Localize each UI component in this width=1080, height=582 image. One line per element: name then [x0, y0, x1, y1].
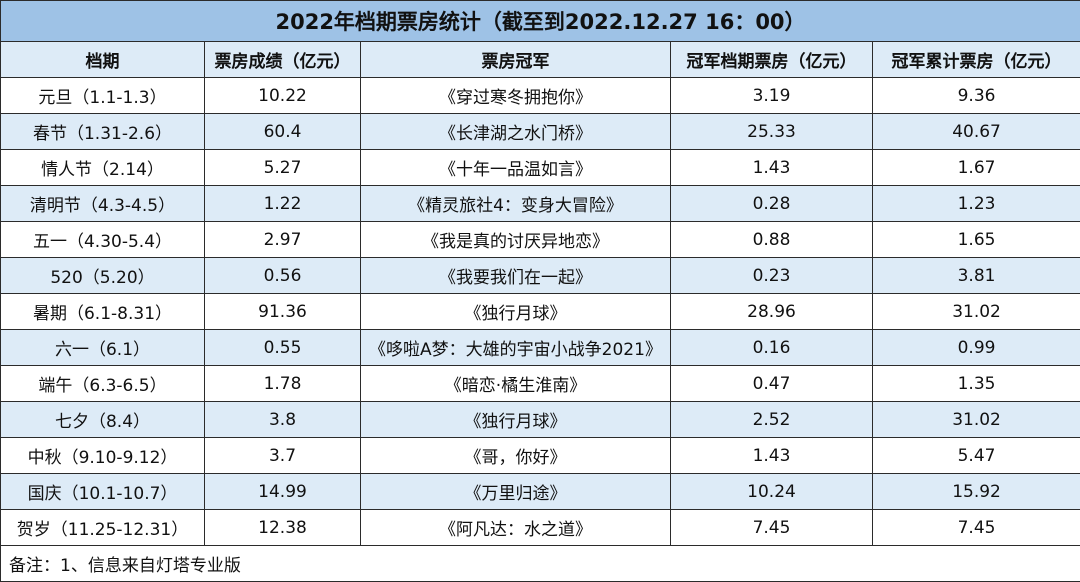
cell-champion: 《哆啦A梦：大雄的宇宙小战争2021》: [361, 330, 671, 366]
cell-champion: 《独行月球》: [361, 402, 671, 438]
cell-champion-total: 3.81: [873, 258, 1080, 294]
table-row: 七夕（8.4） 3.8 《独行月球》 2.52 31.02: [1, 402, 1080, 438]
header-box-office: 票房成绩（亿元）: [205, 42, 361, 78]
cell-period: 情人节（2.14）: [1, 150, 205, 186]
cell-champion-total: 1.23: [873, 186, 1080, 222]
table-row: 六一（6.1） 0.55 《哆啦A梦：大雄的宇宙小战争2021》 0.16 0.…: [1, 330, 1080, 366]
cell-champion: 《独行月球》: [361, 294, 671, 330]
table-title: 2022年档期票房统计（截至到2022.12.27 16：00）: [1, 1, 1080, 42]
cell-champion: 《长津湖之水门桥》: [361, 114, 671, 150]
cell-champion-total: 31.02: [873, 402, 1080, 438]
cell-champion-period: 25.33: [671, 114, 873, 150]
cell-box-office: 0.56: [205, 258, 361, 294]
cell-champion-total: 0.99: [873, 330, 1080, 366]
table-row: 情人节（2.14） 5.27 《十年一品温如言》 1.43 1.67: [1, 150, 1080, 186]
table-row: 五一（4.30-5.4） 2.97 《我是真的讨厌异地恋》 0.88 1.65: [1, 222, 1080, 258]
cell-box-office: 10.22: [205, 78, 361, 114]
cell-box-office: 60.4: [205, 114, 361, 150]
cell-period: 元旦（1.1-1.3）: [1, 78, 205, 114]
table-row: 清明节（4.3-4.5） 1.22 《精灵旅社4：变身大冒险》 0.28 1.2…: [1, 186, 1080, 222]
header-row: 档期 票房成绩（亿元） 票房冠军 冠军档期票房（亿元） 冠军累计票房（亿元）: [1, 42, 1080, 78]
cell-champion: 《十年一品温如言》: [361, 150, 671, 186]
cell-champion-period: 3.19: [671, 78, 873, 114]
cell-box-office: 12.38: [205, 510, 361, 546]
cell-period: 中秋（9.10-9.12）: [1, 438, 205, 474]
cell-champion-period: 28.96: [671, 294, 873, 330]
table-row: 国庆（10.1-10.7） 14.99 《万里归途》 10.24 15.92: [1, 474, 1080, 510]
header-period: 档期: [1, 42, 205, 78]
cell-champion: 《精灵旅社4：变身大冒险》: [361, 186, 671, 222]
cell-box-office: 2.97: [205, 222, 361, 258]
cell-period: 国庆（10.1-10.7）: [1, 474, 205, 510]
table-row: 暑期（6.1-8.31） 91.36 《独行月球》 28.96 31.02: [1, 294, 1080, 330]
cell-champion-total: 40.67: [873, 114, 1080, 150]
cell-period: 六一（6.1）: [1, 330, 205, 366]
table-note: 备注：1、信息来自灯塔专业版: [1, 546, 1080, 582]
cell-champion: 《暗恋·橘生淮南》: [361, 366, 671, 402]
cell-champion: 《万里归途》: [361, 474, 671, 510]
cell-champion-period: 7.45: [671, 510, 873, 546]
cell-box-office: 91.36: [205, 294, 361, 330]
cell-champion-total: 1.35: [873, 366, 1080, 402]
cell-box-office: 3.7: [205, 438, 361, 474]
cell-champion-total: 15.92: [873, 474, 1080, 510]
cell-box-office: 1.78: [205, 366, 361, 402]
cell-champion: 《我要我们在一起》: [361, 258, 671, 294]
cell-champion-period: 1.43: [671, 438, 873, 474]
header-champion: 票房冠军: [361, 42, 671, 78]
header-champion-period: 冠军档期票房（亿元）: [671, 42, 873, 78]
title-row: 2022年档期票房统计（截至到2022.12.27 16：00）: [1, 1, 1080, 42]
cell-champion-period: 0.28: [671, 186, 873, 222]
cell-champion-period: 0.16: [671, 330, 873, 366]
cell-champion-period: 1.43: [671, 150, 873, 186]
cell-period: 清明节（4.3-4.5）: [1, 186, 205, 222]
note-row: 备注：1、信息来自灯塔专业版: [1, 546, 1080, 582]
table-row: 端午（6.3-6.5） 1.78 《暗恋·橘生淮南》 0.47 1.35: [1, 366, 1080, 402]
cell-period: 端午（6.3-6.5）: [1, 366, 205, 402]
table-row: 春节（1.31-2.6） 60.4 《长津湖之水门桥》 25.33 40.67: [1, 114, 1080, 150]
cell-champion: 《穿过寒冬拥抱你》: [361, 78, 671, 114]
cell-box-office: 0.55: [205, 330, 361, 366]
cell-period: 七夕（8.4）: [1, 402, 205, 438]
cell-box-office: 1.22: [205, 186, 361, 222]
cell-champion-total: 9.36: [873, 78, 1080, 114]
cell-period: 520（5.20）: [1, 258, 205, 294]
cell-champion-total: 1.67: [873, 150, 1080, 186]
cell-period: 春节（1.31-2.6）: [1, 114, 205, 150]
cell-box-office: 3.8: [205, 402, 361, 438]
cell-period: 贺岁（11.25-12.31）: [1, 510, 205, 546]
cell-champion-total: 1.65: [873, 222, 1080, 258]
header-champion-total: 冠军累计票房（亿元）: [873, 42, 1080, 78]
cell-champion: 《哥，你好》: [361, 438, 671, 474]
cell-champion-period: 0.23: [671, 258, 873, 294]
cell-champion-period: 10.24: [671, 474, 873, 510]
cell-box-office: 5.27: [205, 150, 361, 186]
table-row: 中秋（9.10-9.12） 3.7 《哥，你好》 1.43 5.47: [1, 438, 1080, 474]
cell-champion-period: 0.88: [671, 222, 873, 258]
cell-box-office: 14.99: [205, 474, 361, 510]
cell-champion-period: 0.47: [671, 366, 873, 402]
cell-period: 暑期（6.1-8.31）: [1, 294, 205, 330]
cell-period: 五一（4.30-5.4）: [1, 222, 205, 258]
cell-champion-total: 7.45: [873, 510, 1080, 546]
cell-champion: 《我是真的讨厌异地恋》: [361, 222, 671, 258]
table-row: 贺岁（11.25-12.31） 12.38 《阿凡达：水之道》 7.45 7.4…: [1, 510, 1080, 546]
cell-champion-total: 5.47: [873, 438, 1080, 474]
cell-champion: 《阿凡达：水之道》: [361, 510, 671, 546]
cell-champion-total: 31.02: [873, 294, 1080, 330]
cell-champion-period: 2.52: [671, 402, 873, 438]
table-row: 元旦（1.1-1.3） 10.22 《穿过寒冬拥抱你》 3.19 9.36: [1, 78, 1080, 114]
table-row: 520（5.20） 0.56 《我要我们在一起》 0.23 3.81: [1, 258, 1080, 294]
